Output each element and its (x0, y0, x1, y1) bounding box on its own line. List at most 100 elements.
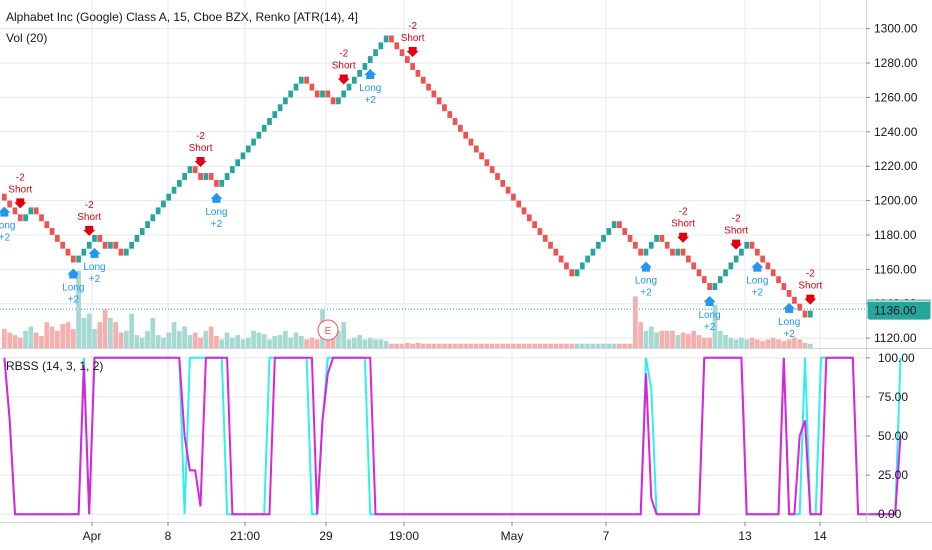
chart-title: Alphabet Inc (Google) Class A, 15, Cboe … (6, 10, 358, 24)
volume-bar (60, 323, 66, 348)
short-signal-label: Short (798, 281, 822, 292)
price-tick-label: 1160.00 (874, 262, 917, 276)
renko-brick (786, 289, 792, 297)
volume-bar (776, 339, 781, 348)
long-signal-value: +2 (752, 288, 764, 299)
volume-bar (548, 343, 553, 348)
long-signal-label: Long (635, 276, 657, 287)
volume-bar (473, 343, 479, 348)
volume-bar (362, 339, 368, 348)
volume-bar (81, 317, 87, 348)
renko-brick (579, 262, 585, 270)
renko-brick (373, 49, 378, 57)
volume-bar (288, 337, 294, 348)
renko-brick (49, 228, 55, 235)
renko-brick (633, 241, 638, 249)
volume-bar (415, 342, 421, 348)
volume-bar (670, 330, 675, 348)
volume-bar (49, 326, 55, 348)
renko-brick (166, 193, 172, 201)
short-arrow-icon (14, 198, 27, 209)
short-signal-value: -2 (806, 269, 815, 280)
rbss-indicator (3, 356, 902, 516)
renko-brick (696, 269, 702, 277)
renko-brick (171, 186, 177, 194)
volume-bar (648, 326, 654, 348)
renko-brick (728, 262, 734, 270)
renko-brick (590, 248, 596, 256)
volume-bar (463, 343, 469, 348)
renko-brick (770, 269, 776, 277)
renko-brick (548, 241, 553, 249)
volume-bar (17, 337, 23, 348)
renko-brick (654, 234, 659, 242)
renko-brick (33, 207, 39, 215)
renko-brick (802, 310, 808, 318)
volume-bar (2, 329, 7, 348)
volume-bar (792, 337, 797, 348)
renko-brick (532, 221, 537, 229)
renko-brick (405, 56, 410, 64)
volume-bar (214, 335, 219, 348)
renko-brick (182, 173, 187, 180)
volume-bar (383, 341, 389, 348)
renko-brick (362, 63, 368, 70)
volume-bar (198, 337, 203, 348)
renko-brick (526, 214, 532, 222)
renko-brick (267, 118, 272, 125)
renko-brick (240, 152, 246, 160)
renko-brick (675, 248, 681, 256)
last-price-badge (868, 301, 930, 320)
renko-brick (521, 207, 527, 215)
renko-brick (129, 241, 134, 249)
short-signal-value: -2 (408, 21, 417, 32)
volume-bar (187, 335, 193, 348)
renko-brick (60, 241, 66, 249)
long-arrow-icon (639, 261, 652, 272)
volume-bar (341, 322, 347, 348)
volume-bar (129, 313, 134, 348)
renko-brick (484, 159, 490, 167)
volume-bar (760, 341, 765, 348)
renko-brick (113, 241, 119, 249)
volume-bar (277, 335, 283, 348)
renko-brick (458, 124, 463, 132)
volume-bar (389, 343, 394, 348)
long-signal-value: +2 (783, 329, 795, 340)
price-tick-label: 1120.00 (874, 331, 917, 345)
volume-bar (309, 337, 315, 348)
renko-brick (12, 207, 18, 215)
renko-brick (601, 234, 606, 242)
renko-brick (495, 173, 500, 180)
renko-brick (733, 255, 739, 263)
volume-bar (145, 330, 150, 348)
earnings-event-icon (317, 319, 339, 341)
volume-bar (781, 341, 787, 348)
volume-bar (70, 329, 76, 348)
renko-brick (611, 221, 617, 229)
renko-brick (17, 214, 23, 222)
rbss-label: RBSS (14, 3, 1, 2) (6, 359, 104, 373)
renko-brick (23, 214, 28, 222)
volume-bar (102, 309, 108, 348)
volume-bar (553, 343, 559, 348)
time-tick-label: 13 (738, 529, 752, 543)
renko-brick (256, 131, 262, 139)
renko-brick (44, 221, 50, 229)
volume-bar (728, 337, 734, 348)
time-tick-label: 8 (165, 529, 172, 543)
volume-bar (314, 339, 320, 348)
long-signal-label: Long (0, 221, 15, 232)
volume-bar (378, 339, 384, 348)
renko-brick (664, 241, 670, 249)
renko-brick (553, 248, 559, 256)
volume-bar (224, 332, 230, 348)
price-tick-label: 1220.00 (874, 159, 918, 173)
long-signal-label: Long (778, 317, 800, 328)
price-tick-label: 1260.00 (874, 90, 918, 104)
volume-bar (155, 335, 161, 348)
volume-bar (293, 332, 299, 348)
renko-brick (542, 234, 548, 242)
long-arrow-icon (67, 268, 80, 279)
